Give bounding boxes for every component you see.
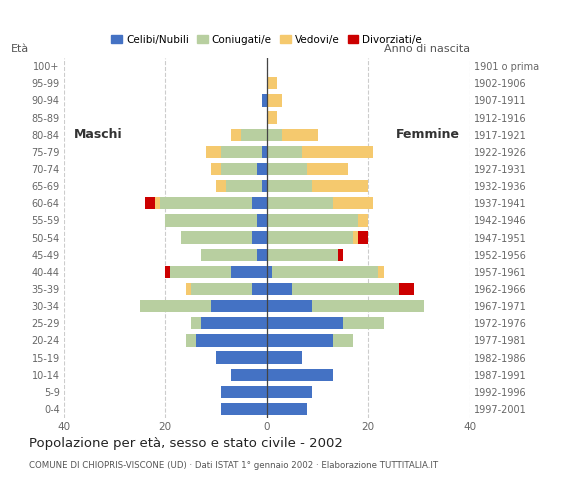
Bar [257,214,267,227]
Bar [267,94,282,107]
Bar [307,163,348,175]
Bar [267,129,282,141]
Bar [231,369,267,381]
Bar [267,180,313,192]
Bar [267,386,313,398]
Bar [302,146,374,158]
Bar [165,214,257,227]
Bar [353,231,358,244]
Bar [252,231,267,244]
Bar [252,197,267,209]
Text: Età: Età [11,44,29,54]
Bar [267,369,333,381]
Bar [221,163,257,175]
Bar [267,111,277,124]
Bar [257,163,267,175]
Bar [241,129,267,141]
Bar [155,197,160,209]
Bar [226,180,262,192]
Bar [252,283,267,295]
Bar [140,300,211,312]
Bar [221,403,267,415]
Bar [358,231,368,244]
Bar [292,283,399,295]
Text: Popolazione per età, sesso e stato civile - 2002: Popolazione per età, sesso e stato civil… [29,437,343,450]
Bar [267,146,302,158]
Bar [333,334,353,347]
Bar [231,266,267,278]
Bar [206,146,221,158]
Bar [160,197,252,209]
Bar [379,266,383,278]
Bar [191,317,201,329]
Bar [171,266,231,278]
Bar [267,334,333,347]
Bar [267,197,333,209]
Bar [267,214,358,227]
Bar [399,283,414,295]
Bar [165,266,171,278]
Bar [333,197,374,209]
Bar [211,163,221,175]
Bar [186,283,191,295]
Bar [313,180,368,192]
Bar [262,94,267,107]
Bar [267,300,313,312]
Bar [313,300,424,312]
Bar [267,317,343,329]
Bar [191,283,252,295]
Bar [282,129,318,141]
Bar [196,334,267,347]
Bar [211,300,267,312]
Bar [186,334,196,347]
Text: COMUNE DI CHIOPRIS-VISCONE (UD) · Dati ISTAT 1° gennaio 2002 · Elaborazione TUTT: COMUNE DI CHIOPRIS-VISCONE (UD) · Dati I… [29,461,438,470]
Bar [267,283,292,295]
Bar [221,386,267,398]
Bar [201,249,257,261]
Bar [267,77,277,89]
Text: Femmine: Femmine [396,128,459,141]
Bar [216,180,226,192]
Bar [257,249,267,261]
Bar [267,403,307,415]
Bar [231,129,241,141]
Bar [262,146,267,158]
Bar [262,180,267,192]
Bar [358,214,368,227]
Bar [180,231,252,244]
Legend: Celibi/Nubili, Coniugati/e, Vedovi/e, Divorziati/e: Celibi/Nubili, Coniugati/e, Vedovi/e, Di… [107,30,426,49]
Bar [267,163,307,175]
Bar [338,249,343,261]
Bar [267,266,272,278]
Text: Maschi: Maschi [74,128,122,141]
Text: Anno di nascita: Anno di nascita [384,44,470,54]
Bar [221,146,262,158]
Bar [267,249,338,261]
Bar [267,351,302,364]
Bar [216,351,267,364]
Bar [267,231,353,244]
Bar [201,317,267,329]
Bar [272,266,378,278]
Bar [145,197,155,209]
Bar [343,317,383,329]
